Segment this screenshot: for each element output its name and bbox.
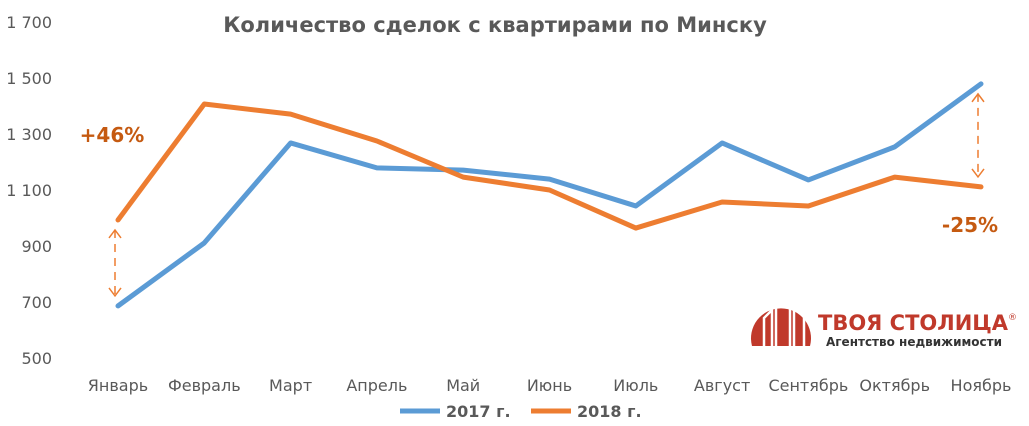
legend-label-2018: 2018 г. [577, 402, 642, 421]
y-tick-label: 700 [21, 293, 52, 312]
x-tick-label: Ноябрь [951, 376, 1012, 395]
y-tick-label: 900 [21, 237, 52, 256]
y-tick-label: 1 100 [6, 181, 52, 200]
x-tick-label: Июль [613, 376, 658, 395]
x-tick-label: Сентябрь [768, 376, 848, 395]
y-tick-label: 1 500 [6, 69, 52, 88]
x-tick-label: Август [694, 376, 750, 395]
y-tick-label: 1 700 [6, 13, 52, 32]
x-tick-label: Февраль [168, 376, 241, 395]
x-tick-label: Январь [88, 376, 148, 395]
series-line-0 [115, 81, 984, 309]
legend-label-2017: 2017 г. [446, 402, 511, 421]
logo-name: ТВОЯ СТОЛИЦА [818, 311, 1009, 335]
logo: ТВОЯ СТОЛИЦА ® Агентство недвижимости [751, 298, 1017, 349]
x-tick-label: Апрель [346, 376, 407, 395]
y-tick-label: 1 300 [6, 125, 52, 144]
annotation-nov: -25% [942, 213, 998, 237]
y-tick-label: 500 [21, 349, 52, 368]
x-tick-label: Октябрь [859, 376, 930, 395]
legend: 2017 г. 2018 г. [400, 402, 642, 421]
x-tick-label: Май [446, 376, 480, 395]
x-tick-label: Март [269, 376, 312, 395]
logo-building-icon [751, 308, 811, 346]
annotation-jan: +46% [80, 123, 145, 147]
chart-title: Количество сделок с квартирами по Минску [223, 13, 767, 37]
difference-arrow-nov-heads [971, 92, 985, 179]
x-tick-label: Июнь [527, 376, 572, 395]
logo-tagline: Агентство недвижимости [826, 335, 1002, 349]
difference-arrow-jan-heads [108, 228, 122, 298]
logo-registered: ® [1008, 313, 1017, 323]
